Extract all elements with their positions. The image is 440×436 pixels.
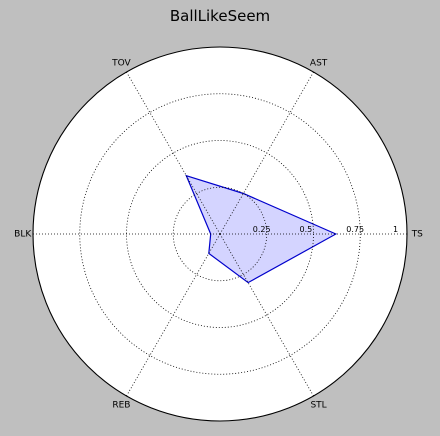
- axis-label-ast: AST: [310, 59, 328, 69]
- outer-frame: [32, 46, 408, 422]
- axis-label-ts: TS: [411, 230, 423, 240]
- spoke-tov: [126, 71, 221, 235]
- grid-ring-2: [79, 93, 361, 375]
- axis-label-tov: TOV: [111, 59, 131, 69]
- radial-tick-label: 0.25: [253, 225, 271, 234]
- chart-title: BallLikeSeem: [170, 7, 270, 25]
- spoke-reb: [126, 233, 221, 397]
- axis-label-reb: REB: [112, 400, 130, 410]
- radial-tick-label: 0.5: [300, 225, 313, 234]
- radial-tick-label: 0.75: [346, 225, 364, 234]
- radial-tick-label: 1: [393, 225, 398, 234]
- spoke-ast: [219, 71, 314, 235]
- grid-ring-0: [172, 186, 268, 282]
- axis-label-stl: STL: [310, 400, 326, 410]
- spoke-stl: [219, 233, 314, 397]
- axis-label-blk: BLK: [14, 230, 32, 240]
